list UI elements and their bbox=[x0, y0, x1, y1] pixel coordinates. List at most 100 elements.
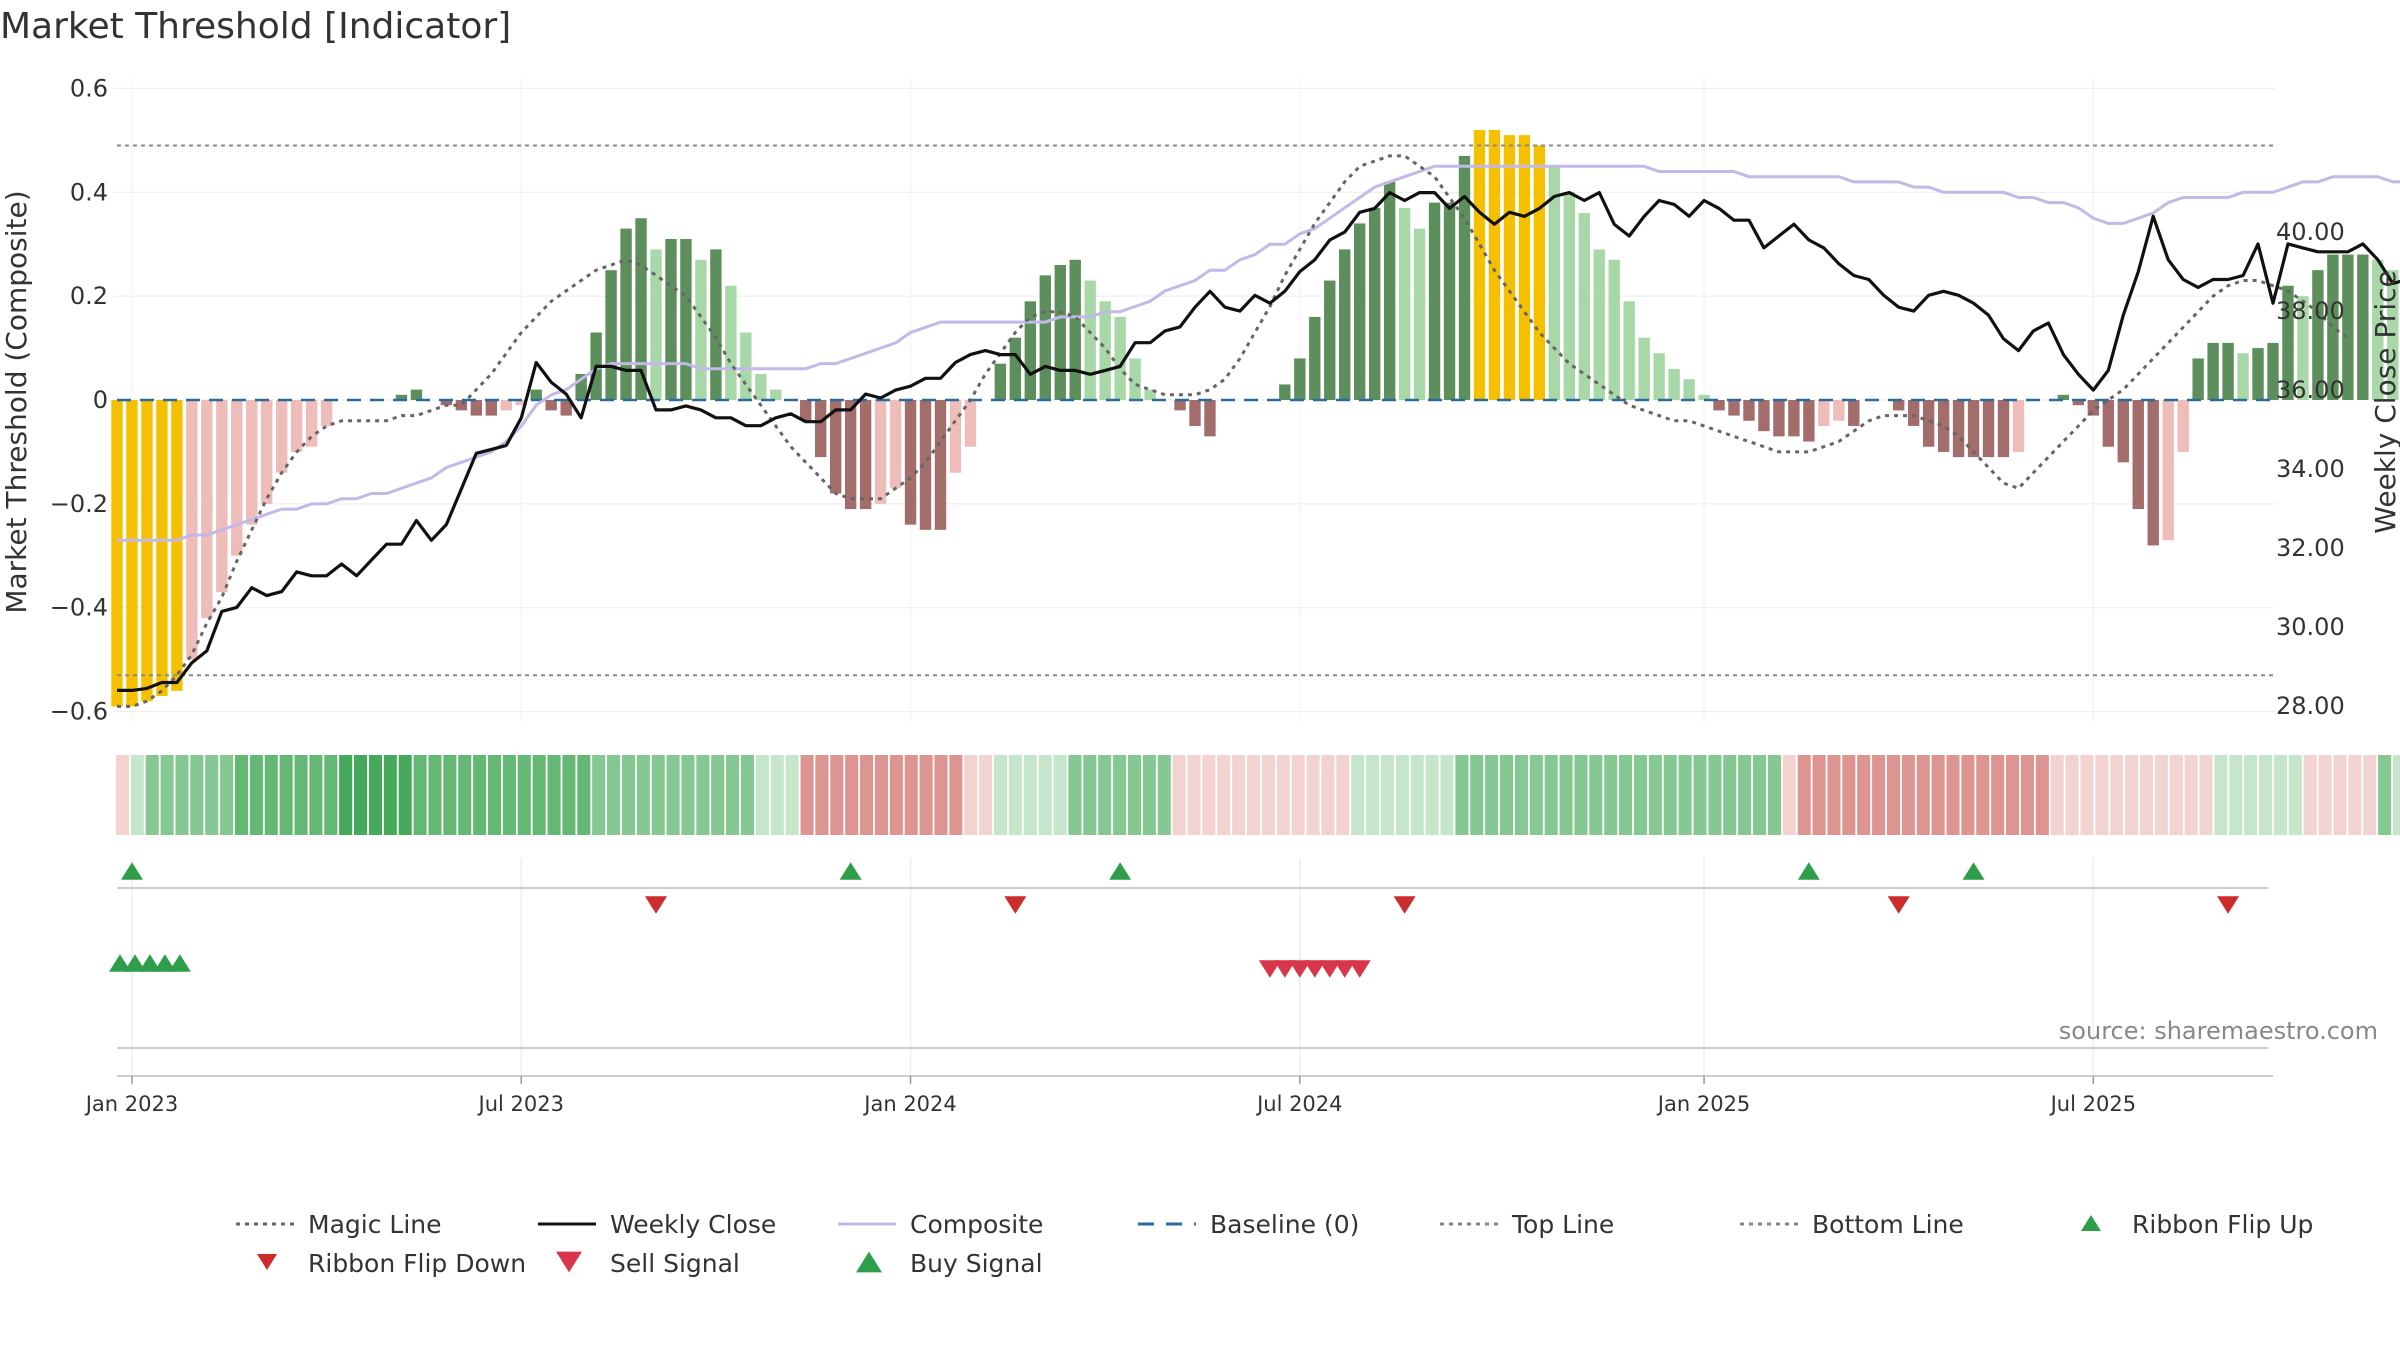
ribbon-cell bbox=[1321, 755, 1335, 835]
composite-bar bbox=[2072, 400, 2085, 406]
composite-bar bbox=[1593, 249, 1605, 400]
composite-bar bbox=[740, 332, 752, 400]
composite-bar bbox=[1907, 400, 1920, 426]
legend-item: Weekly Close bbox=[538, 1210, 776, 1239]
ribbon-cell bbox=[2050, 755, 2064, 835]
composite-bar bbox=[290, 400, 303, 452]
ribbon-cell bbox=[1068, 755, 1082, 835]
ribbon-cell bbox=[205, 755, 219, 835]
ribbon-cell bbox=[1693, 755, 1707, 835]
ribbon-flip-up-marker bbox=[120, 862, 143, 880]
composite-bar bbox=[770, 389, 782, 400]
composite-bar bbox=[2387, 270, 2399, 400]
composite-bar bbox=[2102, 400, 2114, 447]
ribbon-cell bbox=[726, 755, 740, 835]
composite-bar bbox=[1039, 275, 1051, 400]
ribbon-cell bbox=[1395, 755, 1409, 835]
sell-signal-marker bbox=[1303, 960, 1326, 978]
signal-markers bbox=[109, 954, 1371, 978]
composite-bar bbox=[126, 400, 138, 707]
ribbon-strip bbox=[115, 755, 2400, 835]
ribbon-cell bbox=[2095, 755, 2109, 835]
composite-bar bbox=[171, 400, 183, 691]
y2-tick-label: 28.00 bbox=[2276, 692, 2345, 720]
y2-tick-label: 30.00 bbox=[2276, 613, 2345, 641]
composite-bar bbox=[440, 400, 453, 406]
ribbon-cell bbox=[1142, 755, 1156, 835]
ribbon-cell bbox=[383, 755, 397, 835]
composite-bar bbox=[2162, 400, 2174, 541]
y-tick-label: 0.4 bbox=[70, 178, 108, 206]
ribbon-flip-up-marker bbox=[1797, 862, 1820, 880]
legend: Magic Line Weekly Close Composite Baseline … bbox=[236, 1210, 2313, 1278]
ribbon-cell bbox=[621, 755, 635, 835]
composite-bar bbox=[1518, 135, 1531, 400]
ribbon-cell bbox=[993, 755, 1008, 835]
composite-bar bbox=[515, 400, 527, 406]
composite-bar bbox=[994, 363, 1007, 400]
composite-bar bbox=[1997, 400, 2010, 458]
ribbon-cell bbox=[1723, 755, 1737, 835]
composite-bar bbox=[455, 400, 468, 411]
composite-bar bbox=[530, 389, 542, 400]
legend-item: Sell Signal bbox=[556, 1249, 740, 1278]
ribbon-cell bbox=[2363, 755, 2377, 835]
composite-bar bbox=[1413, 228, 1426, 400]
ribbon-cell bbox=[740, 755, 755, 835]
ribbon-cell bbox=[785, 755, 799, 835]
ribbon-cell bbox=[1276, 755, 1290, 835]
composite-bar bbox=[2372, 259, 2384, 400]
composite-bar bbox=[1129, 358, 1141, 400]
ribbon-cell bbox=[428, 755, 442, 835]
ribbon-cell bbox=[2392, 755, 2400, 835]
ribbon-cell bbox=[2154, 755, 2168, 835]
ribbon-cell bbox=[666, 755, 680, 835]
ribbon-cell bbox=[1633, 755, 1648, 835]
overlay-lines bbox=[117, 144, 2400, 708]
composite-bar bbox=[620, 228, 632, 400]
buy-signal-marker bbox=[138, 954, 161, 972]
ribbon-cell bbox=[1559, 755, 1573, 835]
ribbon-cell bbox=[1976, 755, 1990, 835]
buy-signal-marker bbox=[168, 954, 191, 972]
ribbon-cell bbox=[577, 755, 591, 835]
y-tick-label: 0 bbox=[93, 386, 108, 414]
composite-bar bbox=[1009, 337, 1022, 400]
buy-signal-marker bbox=[153, 954, 176, 972]
legend-label: Sell Signal bbox=[610, 1249, 740, 1278]
ribbon-cell bbox=[1053, 755, 1067, 835]
chart-title: Market Threshold [Indicator] bbox=[0, 6, 511, 47]
ribbon-flip-down-marker bbox=[1887, 896, 1910, 914]
right-axis-ticks: 40.00 38.00 36.00 34.00 32.00 30.00 28.00 bbox=[2276, 218, 2345, 720]
ribbon-cell bbox=[1113, 755, 1127, 835]
legend-label: Top Line bbox=[1511, 1210, 1614, 1239]
ribbon-cell bbox=[220, 755, 234, 835]
composite-bar bbox=[320, 400, 333, 426]
ribbon-cell bbox=[1485, 755, 1499, 835]
ribbon-cell bbox=[1380, 755, 1395, 835]
legend-label: Bottom Line bbox=[1812, 1210, 1964, 1239]
composite-bar bbox=[1698, 394, 1710, 400]
composite-bar bbox=[141, 400, 153, 702]
ribbon-cell bbox=[1619, 755, 1633, 835]
sell-signal-marker bbox=[1273, 960, 1296, 978]
composite-bar bbox=[1428, 202, 1441, 400]
composite-bar bbox=[874, 400, 887, 504]
composite-bar bbox=[545, 400, 557, 411]
legend-item: Ribbon Flip Down bbox=[257, 1249, 526, 1278]
x-axis: Jan 2023 Jul 2023 Jan 2024 Jul 2024 Jan 2025… bbox=[84, 1047, 2273, 1116]
ribbon-cell bbox=[2006, 755, 2020, 835]
ribbon-cell bbox=[2125, 755, 2139, 835]
ribbon-cell bbox=[815, 755, 829, 835]
ribbon-cell bbox=[1098, 755, 1112, 835]
ribbon-cell bbox=[1708, 755, 1722, 835]
ribbon-cell bbox=[1440, 755, 1454, 835]
ribbon-cell bbox=[2259, 755, 2273, 835]
sell-signal-marker bbox=[1348, 960, 1371, 978]
ribbon-cell bbox=[234, 755, 249, 835]
x-tick-label: Jul 2023 bbox=[477, 1092, 564, 1116]
composite-bar bbox=[1339, 249, 1351, 400]
composite-bar bbox=[1623, 301, 1635, 400]
composite-bar bbox=[111, 400, 123, 707]
composite-bar bbox=[1533, 145, 1546, 400]
